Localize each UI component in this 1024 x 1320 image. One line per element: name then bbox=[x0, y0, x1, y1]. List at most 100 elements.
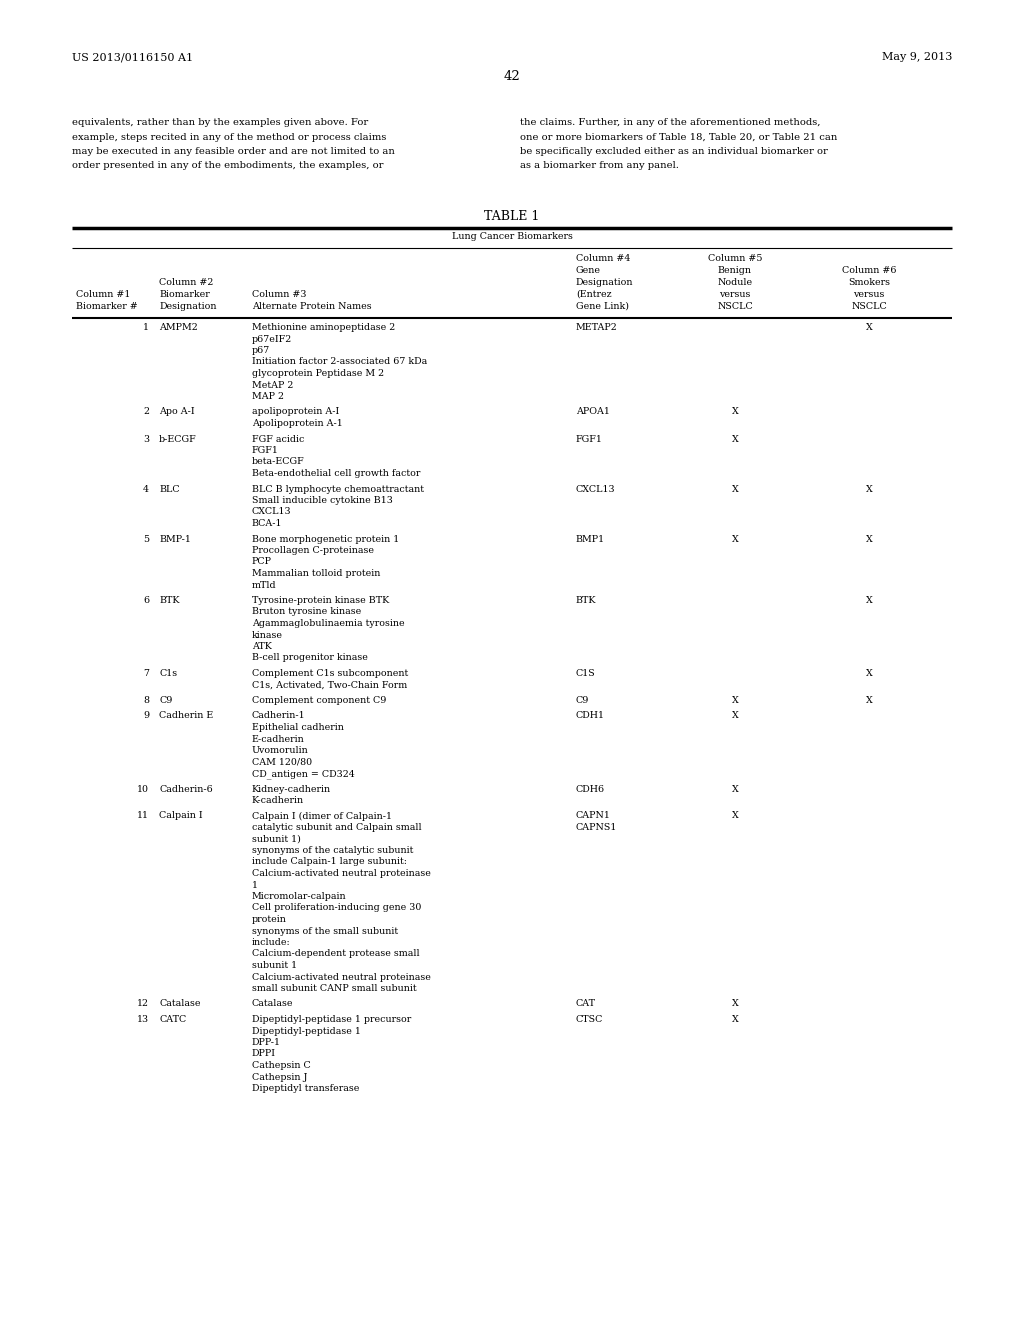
Text: NSCLC: NSCLC bbox=[851, 302, 887, 312]
Text: Designation: Designation bbox=[575, 279, 634, 286]
Text: small subunit CANP small subunit: small subunit CANP small subunit bbox=[252, 983, 417, 993]
Text: Dipeptidyl transferase: Dipeptidyl transferase bbox=[252, 1084, 359, 1093]
Text: CD_antigen = CD324: CD_antigen = CD324 bbox=[252, 770, 354, 779]
Text: Complement component C9: Complement component C9 bbox=[252, 696, 386, 705]
Text: 6: 6 bbox=[143, 597, 150, 605]
Text: 9: 9 bbox=[143, 711, 150, 721]
Text: Smokers: Smokers bbox=[848, 279, 890, 286]
Text: the claims. Further, in any of the aforementioned methods,: the claims. Further, in any of the afore… bbox=[520, 117, 820, 127]
Text: Cathepsin J: Cathepsin J bbox=[252, 1072, 307, 1081]
Text: Biomarker #: Biomarker # bbox=[76, 302, 138, 312]
Text: X: X bbox=[731, 999, 738, 1008]
Text: 3: 3 bbox=[143, 434, 150, 444]
Text: Cathepsin C: Cathepsin C bbox=[252, 1061, 310, 1071]
Text: Agammaglobulinaemia tyrosine: Agammaglobulinaemia tyrosine bbox=[252, 619, 404, 628]
Text: Small inducible cytokine B13: Small inducible cytokine B13 bbox=[252, 496, 393, 506]
Text: TABLE 1: TABLE 1 bbox=[484, 210, 540, 223]
Text: BMP1: BMP1 bbox=[575, 535, 605, 544]
Text: X: X bbox=[731, 696, 738, 705]
Text: Column #4: Column #4 bbox=[575, 253, 631, 263]
Text: 13: 13 bbox=[137, 1015, 150, 1024]
Text: versus: versus bbox=[719, 290, 751, 300]
Text: Procollagen C-proteinase: Procollagen C-proteinase bbox=[252, 546, 374, 554]
Text: glycoprotein Peptidase M 2: glycoprotein Peptidase M 2 bbox=[252, 370, 384, 378]
Text: CTSC: CTSC bbox=[575, 1015, 603, 1024]
Text: FGF acidic: FGF acidic bbox=[252, 434, 304, 444]
Text: BCA-1: BCA-1 bbox=[252, 519, 283, 528]
Text: Cadherin E: Cadherin E bbox=[159, 711, 213, 721]
Text: Cadherin-6: Cadherin-6 bbox=[159, 784, 213, 793]
Text: Kidney-cadherin: Kidney-cadherin bbox=[252, 784, 331, 793]
Text: CATC: CATC bbox=[159, 1015, 186, 1024]
Text: as a biomarker from any panel.: as a biomarker from any panel. bbox=[520, 161, 679, 170]
Text: C1s: C1s bbox=[159, 669, 177, 678]
Text: Bruton tyrosine kinase: Bruton tyrosine kinase bbox=[252, 607, 361, 616]
Text: include:: include: bbox=[252, 939, 291, 946]
Text: Apolipoprotein A-1: Apolipoprotein A-1 bbox=[252, 418, 343, 428]
Text: B-cell progenitor kinase: B-cell progenitor kinase bbox=[252, 653, 368, 663]
Text: Uvomorulin: Uvomorulin bbox=[252, 746, 309, 755]
Text: example, steps recited in any of the method or process claims: example, steps recited in any of the met… bbox=[72, 132, 386, 141]
Text: DPPI: DPPI bbox=[252, 1049, 276, 1059]
Text: CAPN1: CAPN1 bbox=[575, 812, 611, 821]
Text: X: X bbox=[865, 696, 872, 705]
Text: US 2013/0116150 A1: US 2013/0116150 A1 bbox=[72, 51, 194, 62]
Text: METAP2: METAP2 bbox=[575, 323, 617, 333]
Text: Column #6: Column #6 bbox=[842, 267, 896, 275]
Text: Gene: Gene bbox=[575, 267, 601, 275]
Text: Designation: Designation bbox=[159, 302, 216, 312]
Text: p67eIF2: p67eIF2 bbox=[252, 334, 292, 343]
Text: 42: 42 bbox=[504, 70, 520, 83]
Text: kinase: kinase bbox=[252, 631, 283, 639]
Text: Epithelial cadherin: Epithelial cadherin bbox=[252, 723, 344, 733]
Text: Methionine aminopeptidase 2: Methionine aminopeptidase 2 bbox=[252, 323, 395, 333]
Text: AMPM2: AMPM2 bbox=[159, 323, 198, 333]
Text: X: X bbox=[731, 484, 738, 494]
Text: Alternate Protein Names: Alternate Protein Names bbox=[252, 302, 372, 312]
Text: 4: 4 bbox=[143, 484, 150, 494]
Text: CAPNS1: CAPNS1 bbox=[575, 822, 617, 832]
Text: Bone morphogenetic protein 1: Bone morphogenetic protein 1 bbox=[252, 535, 399, 544]
Text: Beta-endothelial cell growth factor: Beta-endothelial cell growth factor bbox=[252, 469, 421, 478]
Text: Cadherin-1: Cadherin-1 bbox=[252, 711, 305, 721]
Text: MetAP 2: MetAP 2 bbox=[252, 380, 293, 389]
Text: MAP 2: MAP 2 bbox=[252, 392, 284, 401]
Text: Apo A-I: Apo A-I bbox=[159, 408, 195, 417]
Text: Initiation factor 2-associated 67 kDa: Initiation factor 2-associated 67 kDa bbox=[252, 358, 427, 367]
Text: subunit 1: subunit 1 bbox=[252, 961, 297, 970]
Text: be specifically excluded either as an individual biomarker or: be specifically excluded either as an in… bbox=[520, 147, 827, 156]
Text: X: X bbox=[731, 812, 738, 821]
Text: Column #1: Column #1 bbox=[76, 290, 130, 300]
Text: Calcium-dependent protease small: Calcium-dependent protease small bbox=[252, 949, 420, 958]
Text: Cell proliferation-inducing gene 30: Cell proliferation-inducing gene 30 bbox=[252, 903, 421, 912]
Text: catalytic subunit and Calpain small: catalytic subunit and Calpain small bbox=[252, 822, 422, 832]
Text: Nodule: Nodule bbox=[718, 279, 753, 286]
Text: Tyrosine-protein kinase BTK: Tyrosine-protein kinase BTK bbox=[252, 597, 389, 605]
Text: Column #2: Column #2 bbox=[159, 279, 213, 286]
Text: C9: C9 bbox=[575, 696, 590, 705]
Text: FGF1: FGF1 bbox=[575, 434, 603, 444]
Text: one or more biomarkers of Table 18, Table 20, or Table 21 can: one or more biomarkers of Table 18, Tabl… bbox=[520, 132, 838, 141]
Text: CXCL13: CXCL13 bbox=[575, 484, 615, 494]
Text: Mammalian tolloid protein: Mammalian tolloid protein bbox=[252, 569, 380, 578]
Text: Column #3: Column #3 bbox=[252, 290, 306, 300]
Text: 7: 7 bbox=[143, 669, 150, 678]
Text: Column #5: Column #5 bbox=[708, 253, 762, 263]
Text: synonyms of the small subunit: synonyms of the small subunit bbox=[252, 927, 398, 936]
Text: ATK: ATK bbox=[252, 642, 272, 651]
Text: Benign: Benign bbox=[718, 267, 752, 275]
Text: Complement C1s subcomponent: Complement C1s subcomponent bbox=[252, 669, 409, 678]
Text: beta-ECGF: beta-ECGF bbox=[252, 458, 305, 466]
Text: Calcium-activated neutral proteinase: Calcium-activated neutral proteinase bbox=[252, 869, 431, 878]
Text: 1: 1 bbox=[252, 880, 258, 890]
Text: APOA1: APOA1 bbox=[575, 408, 610, 417]
Text: CDH6: CDH6 bbox=[575, 784, 605, 793]
Text: 10: 10 bbox=[137, 784, 150, 793]
Text: equivalents, rather than by the examples given above. For: equivalents, rather than by the examples… bbox=[72, 117, 369, 127]
Text: X: X bbox=[865, 484, 872, 494]
Text: 8: 8 bbox=[143, 696, 150, 705]
Text: BTK: BTK bbox=[159, 597, 179, 605]
Text: Biomarker: Biomarker bbox=[159, 290, 210, 300]
Text: K-cadherin: K-cadherin bbox=[252, 796, 304, 805]
Text: synonyms of the catalytic subunit: synonyms of the catalytic subunit bbox=[252, 846, 414, 855]
